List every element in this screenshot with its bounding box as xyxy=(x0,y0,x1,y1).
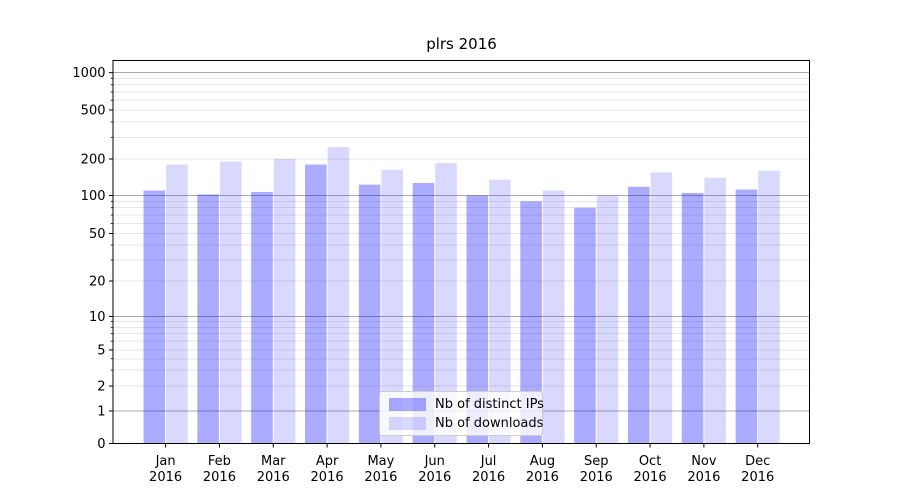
bar-distinct-ips-nov xyxy=(681,192,704,444)
x-tick-label-mar: Mar xyxy=(261,454,286,469)
legend: Nb of distinct IPs Nb of downloads xyxy=(379,391,544,436)
bar-distinct-ips-may xyxy=(358,184,381,444)
legend-swatch-downloads xyxy=(389,416,426,430)
legend-label-distinct-ips: Nb of distinct IPs xyxy=(435,396,544,412)
bar-downloads-jul xyxy=(489,179,511,444)
bar-distinct-ips-feb xyxy=(197,194,219,444)
x-tick-label-nov-year: 2016 xyxy=(687,470,720,485)
plot-border xyxy=(112,60,810,444)
bar-distinct-ips-apr xyxy=(304,164,327,444)
y-tick-label-2: 2 xyxy=(97,380,105,395)
x-tick-label-jul: Jul xyxy=(480,454,497,469)
y-tick-label-100: 100 xyxy=(81,189,106,204)
y-tick-label-1000: 1000 xyxy=(72,66,105,81)
x-tick-label-feb: Feb xyxy=(208,454,231,469)
bar-downloads-sep xyxy=(596,195,619,444)
legend-item-downloads: Nb of downloads xyxy=(389,415,544,431)
bar-downloads-mar xyxy=(273,159,296,444)
y-tick-label-0: 0 xyxy=(97,437,105,452)
legend-item-distinct-ips: Nb of distinct IPs xyxy=(389,396,544,412)
x-tick-label-jun: Jun xyxy=(424,454,445,469)
y-tick-label-50: 50 xyxy=(89,227,106,242)
x-tick-label-nov: Nov xyxy=(691,454,717,469)
x-tick-label-dec: Dec xyxy=(745,454,770,469)
bar-distinct-ips-dec xyxy=(735,189,758,444)
x-axis: Jan2016Feb2016Mar2016Apr2016May2016Jun20… xyxy=(149,443,774,485)
x-tick-label-jan-year: 2016 xyxy=(149,470,182,485)
bar-distinct-ips-mar xyxy=(251,191,273,444)
x-tick-label-aug: Aug xyxy=(530,454,555,469)
bar-downloads-aug xyxy=(542,190,565,444)
bar-distinct-ips-aug xyxy=(520,201,542,444)
x-tick-label-oct-year: 2016 xyxy=(634,470,667,485)
y-axis: 0 1 2 5 10 20 50 100 200 500 1000 xyxy=(72,66,113,452)
x-tick-label-jun-year: 2016 xyxy=(418,470,451,485)
bar-distinct-ips-jan xyxy=(143,190,166,444)
x-tick-label-sep: Sep xyxy=(584,454,609,469)
chart-title: plrs 2016 xyxy=(426,35,497,53)
minor-gridlines xyxy=(113,77,810,387)
x-tick-label-sep-year: 2016 xyxy=(580,470,613,485)
x-tick-label-jul-year: 2016 xyxy=(472,470,505,485)
y-tick-label-200: 200 xyxy=(81,153,106,168)
x-tick-label-oct: Oct xyxy=(639,454,661,469)
y-tick-label-20: 20 xyxy=(89,275,106,290)
bar-downloads-apr xyxy=(327,147,350,444)
legend-label-downloads: Nb of downloads xyxy=(435,415,544,431)
bar-distinct-ips-sep xyxy=(574,207,596,444)
bars xyxy=(143,147,780,444)
y-tick-label-500: 500 xyxy=(81,104,106,119)
x-tick-label-feb-year: 2016 xyxy=(203,470,236,485)
bar-distinct-ips-oct xyxy=(627,186,650,444)
bar-downloads-jun xyxy=(435,163,457,444)
x-tick-label-apr-year: 2016 xyxy=(311,470,344,485)
x-tick-label-apr: Apr xyxy=(316,454,339,469)
bar-downloads-dec xyxy=(758,170,780,444)
bar-downloads-oct xyxy=(650,172,673,444)
x-tick-label-aug-year: 2016 xyxy=(526,470,559,485)
x-tick-label-dec-year: 2016 xyxy=(741,470,774,485)
x-tick-label-may: May xyxy=(367,454,394,469)
y-tick-label-1: 1 xyxy=(97,405,105,420)
y-tick-label-10: 10 xyxy=(89,310,106,325)
y-tick-label-5: 5 xyxy=(97,344,105,359)
bar-distinct-ips-jun xyxy=(412,182,435,444)
x-tick-label-jan: Jan xyxy=(155,454,176,469)
bar-downloads-may xyxy=(381,169,404,444)
bar-downloads-jan xyxy=(166,164,188,444)
x-tick-label-mar-year: 2016 xyxy=(257,470,290,485)
bar-downloads-nov xyxy=(704,177,726,444)
bar-downloads-feb xyxy=(219,161,242,444)
x-tick-label-may-year: 2016 xyxy=(364,470,397,485)
legend-swatch-distinct-ips xyxy=(389,397,426,411)
bar-distinct-ips-jul xyxy=(466,195,489,444)
